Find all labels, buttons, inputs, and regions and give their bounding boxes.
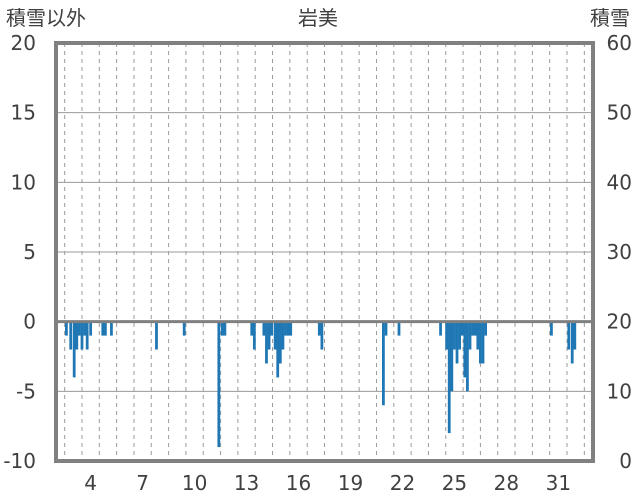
bar: [89, 321, 93, 336]
y-tick-label: 10: [11, 170, 36, 194]
y-tick-label: 15: [11, 101, 36, 125]
bar: [220, 321, 224, 336]
bar: [69, 321, 73, 350]
bar: [453, 321, 456, 350]
bar: [384, 321, 388, 336]
bar: [75, 321, 79, 350]
bar: [65, 321, 68, 336]
x-axis-ticks: 4 7 10 13 16 19 22 25 28 31: [84, 471, 571, 495]
y2-tick-label: 30: [607, 240, 632, 264]
bar: [479, 321, 482, 364]
bar: [455, 321, 459, 364]
left-axis-ticks: 20 15 10 5 0 -5 -10: [3, 31, 36, 473]
x-tick-label: 7: [136, 471, 149, 495]
chart-title: 岩美: [298, 6, 338, 30]
bar: [265, 321, 268, 364]
bar: [273, 321, 277, 350]
bar: [281, 321, 285, 350]
bar: [110, 321, 113, 336]
bar: [223, 321, 227, 336]
bar: [80, 321, 84, 350]
bars: [65, 321, 577, 448]
bar: [101, 321, 105, 336]
y2-tick-label: 10: [607, 379, 632, 403]
bar: [284, 321, 287, 336]
bar: [250, 321, 254, 336]
bar: [155, 321, 158, 350]
y2-tick-label: 50: [607, 101, 632, 125]
plot-frame: [54, 41, 595, 463]
bar: [217, 321, 221, 448]
x-tick-label: 31: [546, 471, 571, 495]
bar: [252, 321, 256, 350]
bar: [320, 321, 324, 350]
bar: [550, 321, 553, 336]
bar: [567, 321, 571, 350]
bar: [276, 321, 280, 378]
bar: [85, 321, 89, 350]
bar: [570, 321, 574, 364]
bar: [397, 321, 401, 336]
bar: [481, 321, 485, 364]
y2-tick-label: 0: [619, 449, 632, 473]
bar: [573, 321, 577, 350]
y2-tick-label: 20: [607, 310, 632, 334]
bar: [182, 321, 186, 336]
bar: [83, 321, 86, 336]
x-tick-label: 13: [234, 471, 259, 495]
bar: [468, 321, 472, 350]
y-tick-label: -5: [16, 379, 36, 403]
bar: [317, 321, 321, 336]
bar: [262, 321, 266, 336]
y-tick-label: 0: [23, 310, 36, 334]
bar: [278, 321, 282, 364]
bar: [466, 321, 469, 392]
bar: [270, 321, 274, 336]
x-tick-label: 25: [442, 471, 467, 495]
x-tick-label: 10: [182, 471, 207, 495]
bar: [476, 321, 480, 350]
bar: [72, 321, 76, 378]
y-tick-label: 5: [23, 240, 36, 264]
bar: [286, 321, 290, 336]
y-tick-label: 20: [11, 31, 36, 55]
y2-tick-label: 60: [607, 31, 632, 55]
bar: [439, 321, 442, 336]
y2-tick-label: 40: [607, 170, 632, 194]
bar: [382, 321, 385, 406]
bar: [460, 321, 464, 336]
x-tick-label: 28: [494, 471, 519, 495]
bar: [458, 321, 462, 350]
bar: [463, 321, 467, 378]
y-tick-label: -10: [3, 449, 36, 473]
grid: [56, 43, 593, 461]
bar: [267, 321, 271, 350]
bar: [447, 321, 451, 434]
x-tick-label: 4: [84, 471, 97, 495]
bar: [103, 321, 107, 336]
left-axis-title: 積雪以外: [6, 6, 86, 30]
bar: [77, 321, 81, 336]
right-axis-ticks: 60 50 40 30 20 10 0: [607, 31, 632, 473]
right-axis-title: 積雪: [590, 6, 630, 30]
x-tick-label: 22: [390, 471, 415, 495]
x-tick-label: 19: [338, 471, 363, 495]
bar: [473, 321, 477, 336]
x-tick-label: 16: [286, 471, 311, 495]
bar: [445, 321, 449, 350]
bar: [471, 321, 474, 336]
bar: [289, 321, 293, 336]
bar: [484, 321, 487, 336]
bar: [450, 321, 454, 392]
